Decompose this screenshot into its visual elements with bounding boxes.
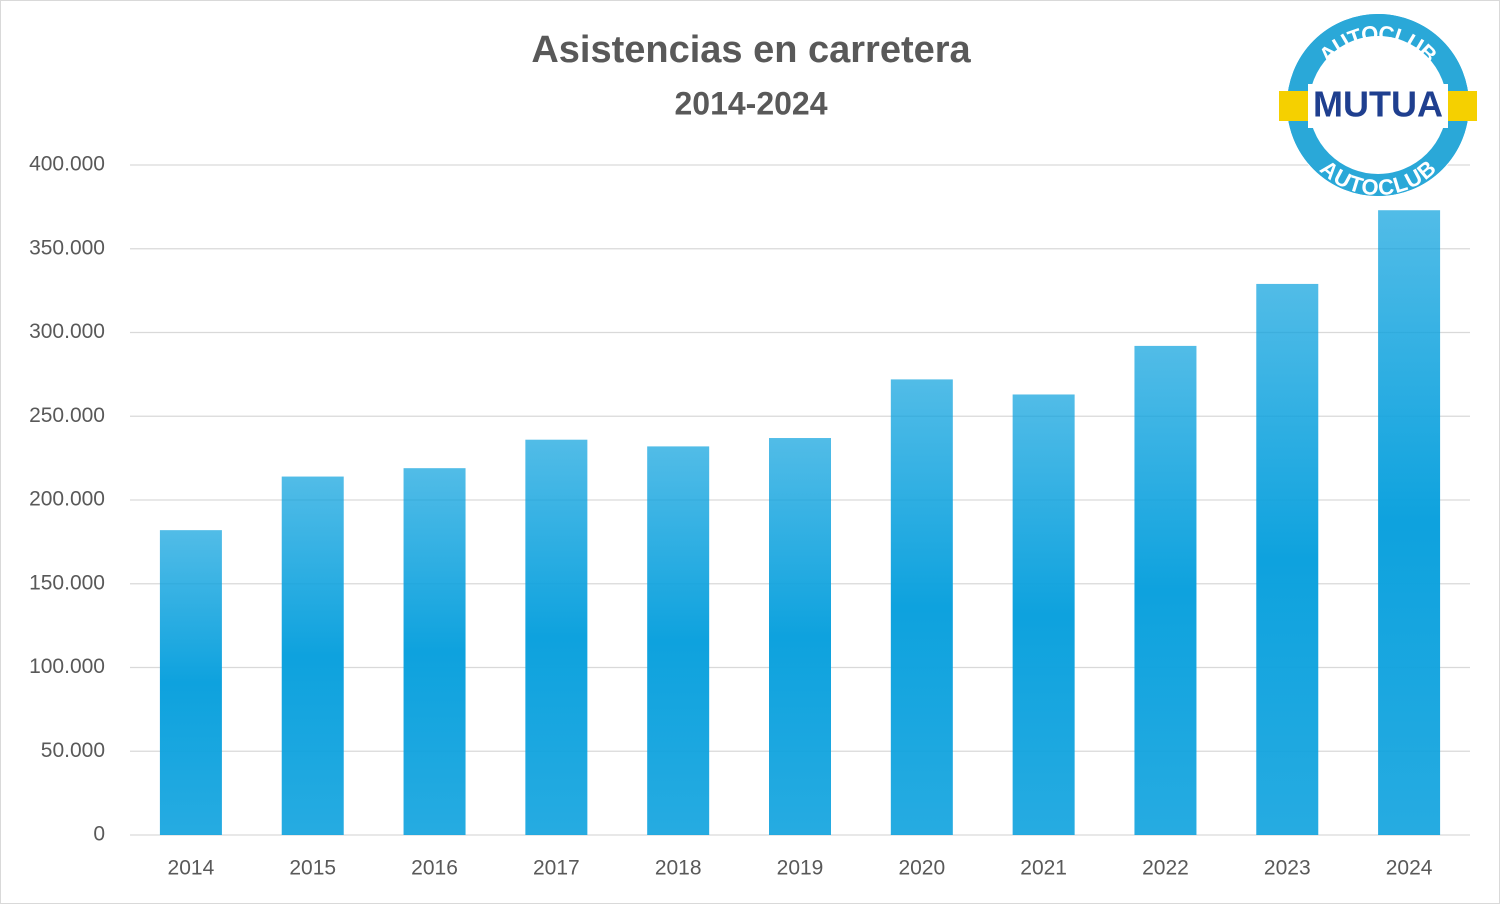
x-tick-label: 2020	[898, 857, 945, 880]
x-tick-label: 2024	[1386, 857, 1433, 880]
bar	[1134, 345, 1197, 835]
y-tick-label: 200.000	[29, 488, 105, 511]
logo-band-center	[1308, 84, 1448, 128]
y-tick-label: 250.000	[29, 404, 105, 427]
y-tick-label: 400.000	[29, 153, 105, 176]
y-tick-label: 0	[93, 823, 105, 846]
x-tick-label: 2014	[168, 857, 215, 880]
bar	[159, 530, 222, 835]
x-tick-label: 2018	[655, 857, 702, 880]
x-tick-label: 2016	[411, 857, 458, 880]
plot-area: 0 50.000 100.000 150.000 200.000 250.000 300.0…	[29, 153, 1470, 880]
y-tick-label: 300.000	[29, 320, 105, 343]
y-tick-label: 150.000	[29, 571, 105, 594]
y-tick-label: 100.000	[29, 655, 105, 678]
logo-center-text: MUTUA	[1313, 84, 1443, 125]
x-tick-label: 2023	[1264, 857, 1311, 880]
bar	[1378, 210, 1441, 836]
x-tick-label: 2015	[289, 857, 336, 880]
x-tick-label: 2022	[1142, 857, 1189, 880]
bar	[769, 438, 831, 835]
chart-title: Asistencias en carretera	[531, 29, 971, 71]
bar	[1256, 283, 1319, 835]
chart-subtitle: 2014-2024	[674, 85, 827, 121]
logo: MUTUA AUTOCLUB AUTOCLUB	[1279, 13, 1477, 200]
x-tick-label: 2019	[777, 857, 824, 880]
bar	[281, 476, 344, 835]
bar	[525, 439, 588, 835]
bar	[1012, 394, 1075, 835]
x-tick-label: 2017	[533, 857, 580, 880]
y-tick-label: 350.000	[29, 236, 105, 259]
y-tick-label: 50.000	[41, 739, 105, 762]
bar	[647, 446, 710, 835]
bar	[403, 468, 466, 835]
x-tick-label: 2021	[1020, 857, 1067, 880]
bar	[890, 379, 953, 835]
